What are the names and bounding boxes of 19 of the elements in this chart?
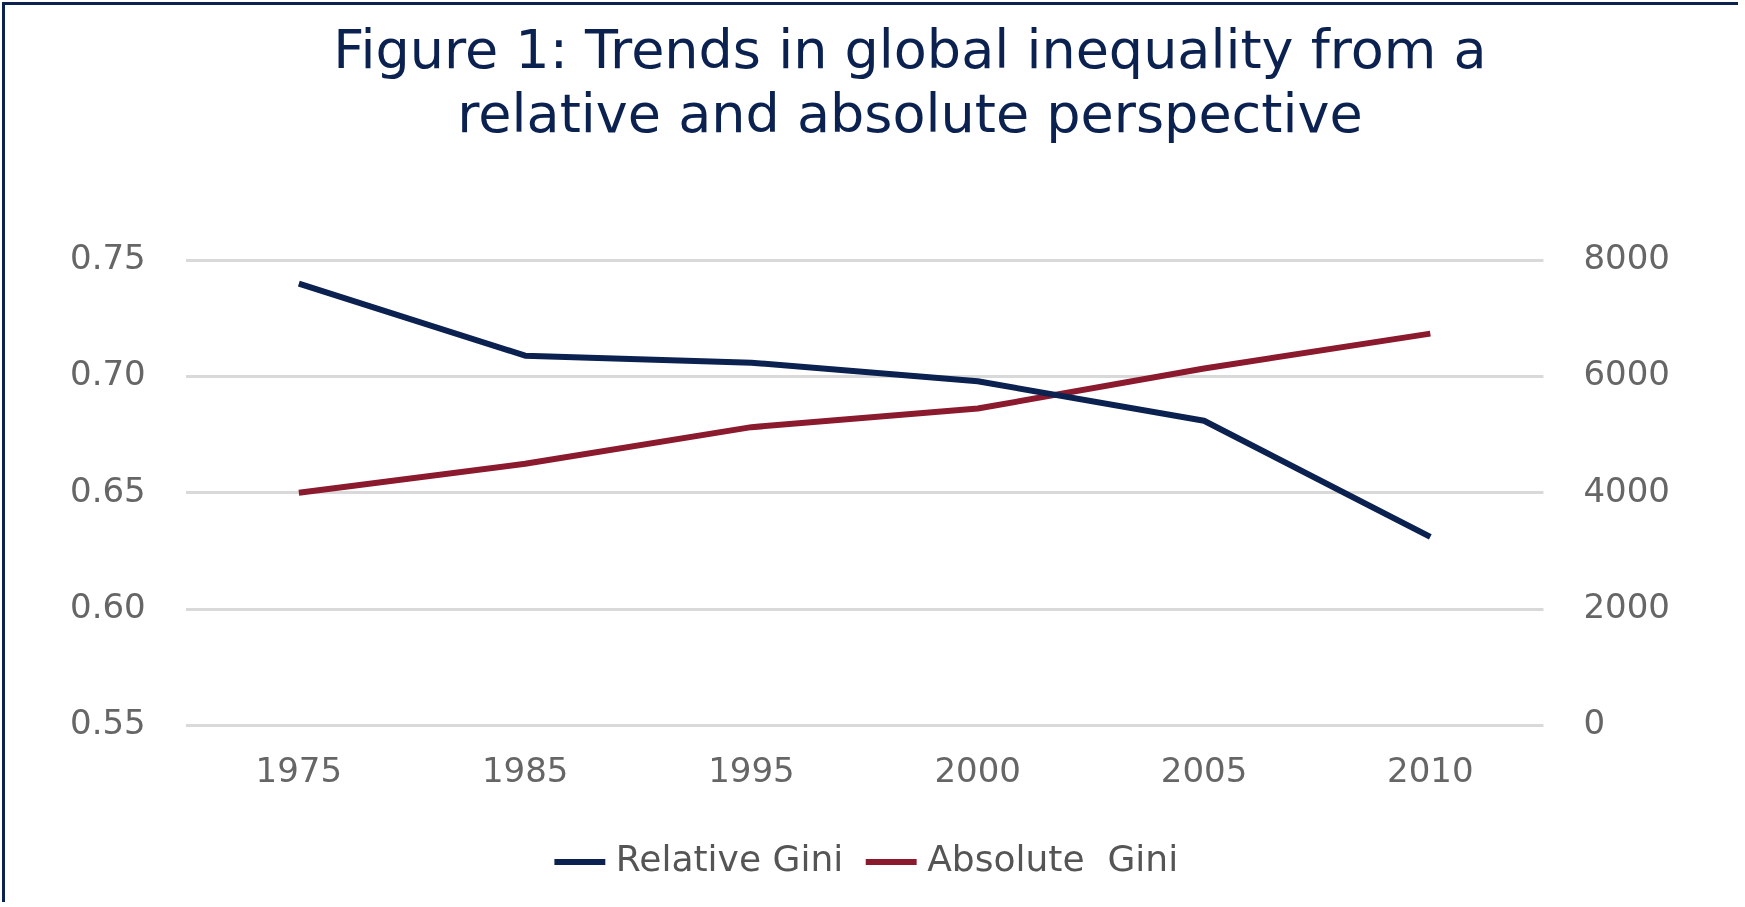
x-tick-label: 2000 <box>934 750 1021 791</box>
y-tick-label: 0.65 <box>70 469 146 510</box>
y-tick-label: 0.75 <box>70 237 146 278</box>
legend-label: Absolute Gini <box>927 838 1179 880</box>
chart-title: Figure 1: Trends in global inequality from a relative and absolute perspective <box>332 18 1488 146</box>
x-tick-label: 1995 <box>708 750 795 791</box>
x-tick-label: 2010 <box>1387 750 1474 791</box>
y-tick-label: 0.55 <box>70 702 146 743</box>
y-tick-label: 0.60 <box>70 585 146 626</box>
y2-tick-label: 0 <box>1583 702 1606 743</box>
y-tick-label: 0.70 <box>70 353 146 394</box>
x-tick-label: 2005 <box>1160 750 1248 791</box>
x-tick-label: 1985 <box>481 750 569 791</box>
y2-tick-label: 2000 <box>1583 585 1670 626</box>
y2-tick-label: 8000 <box>1583 237 1670 278</box>
legend-label: Relative Gini <box>615 838 844 880</box>
x-tick-label: 1975 <box>255 750 343 791</box>
y2-tick-label: 6000 <box>1583 353 1670 394</box>
y2-tick-label: 4000 <box>1583 469 1670 510</box>
